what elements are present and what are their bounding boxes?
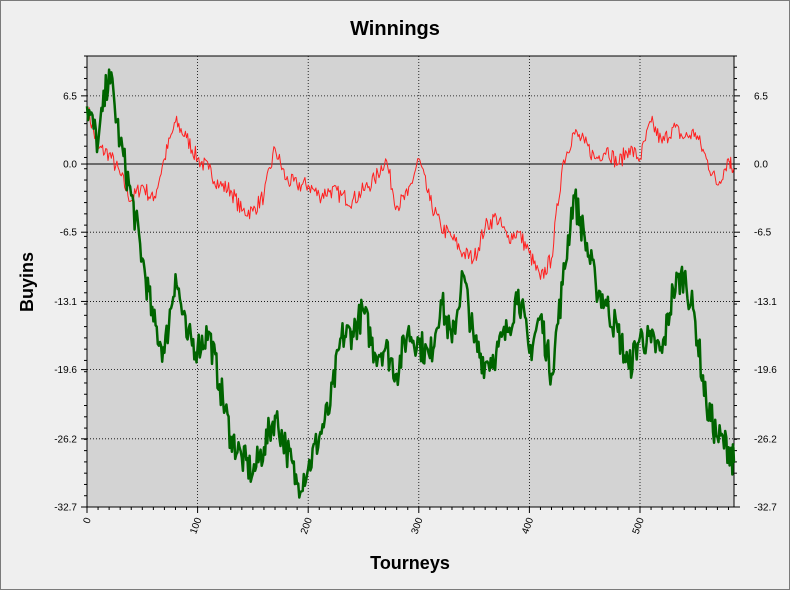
y-tick-label-left: 0.0	[63, 160, 77, 171]
series-line-green	[85, 68, 736, 499]
x-tick-label: 100	[188, 516, 204, 536]
y-tick-label-right: -19.6	[754, 365, 777, 376]
grid-lines	[87, 56, 734, 507]
series-lines	[85, 68, 736, 499]
y-tick-label-right: -13.1	[754, 297, 777, 308]
y-tick-label-right: 6.5	[754, 91, 768, 102]
y-tick-label-right: -6.5	[754, 228, 772, 239]
y-axis-label: Buyins	[17, 252, 37, 312]
x-tick-label: 300	[410, 516, 426, 536]
x-tick-label: 200	[299, 516, 315, 536]
y-tick-label-left: -26.2	[54, 434, 77, 445]
x-axis-label: Tourneys	[370, 553, 450, 573]
x-tick-label: 500	[631, 516, 647, 536]
series-line-red	[86, 106, 734, 280]
y-tick-label-left: 6.5	[63, 91, 77, 102]
y-tick-label-right: -26.2	[754, 434, 777, 445]
plot-area	[86, 55, 735, 508]
y-tick-label-right: -32.7	[754, 503, 777, 514]
y-tick-label-left: -13.1	[54, 297, 77, 308]
chart-title: Winnings	[350, 18, 440, 40]
y-tick-label-left: -6.5	[60, 228, 78, 239]
y-tick-label-left: -19.6	[54, 365, 77, 376]
x-tick-label: 0	[82, 516, 94, 525]
y-tick-label-left: -32.7	[54, 503, 77, 514]
x-tick-label: 400	[520, 516, 536, 536]
y-tick-label-right: 0.0	[754, 160, 768, 171]
